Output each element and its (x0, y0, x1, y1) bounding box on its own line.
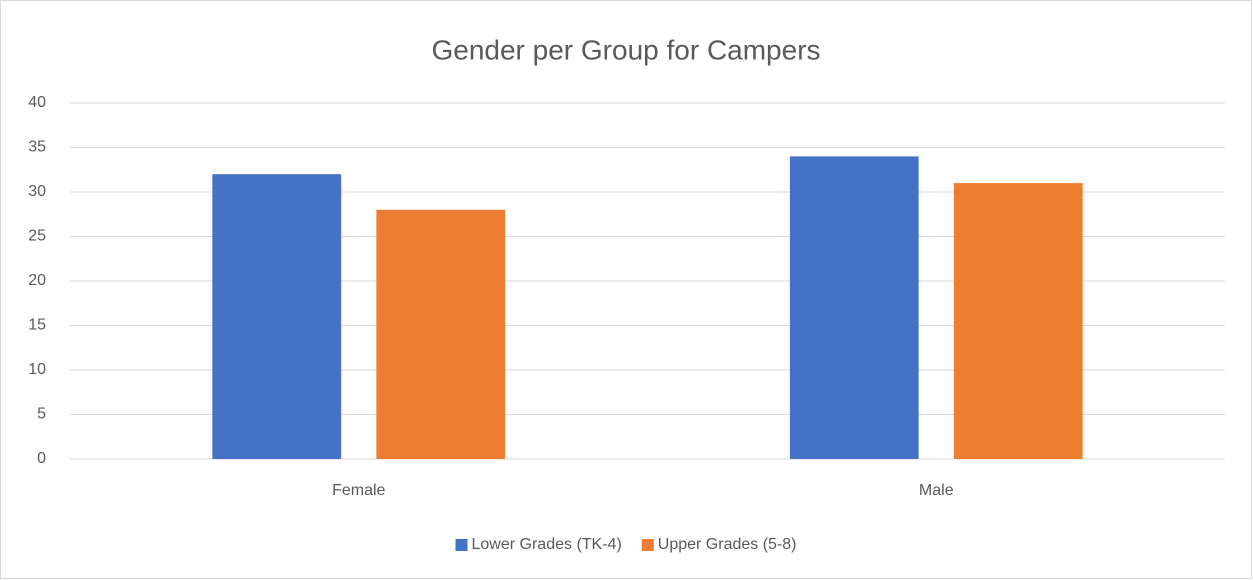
chart-title: Gender per Group for Campers (431, 34, 820, 65)
y-tick-label: 5 (37, 406, 46, 423)
y-tick-label: 10 (28, 361, 46, 378)
legend-label: Upper Grades (5-8) (658, 536, 797, 553)
legend-swatch (455, 539, 468, 551)
x-tick-label: Female (332, 482, 385, 499)
y-tick-label: 15 (28, 317, 46, 334)
y-tick-label: 35 (28, 139, 46, 156)
y-tick-label: 40 (28, 94, 46, 111)
bar (212, 174, 342, 459)
legend-swatch (641, 539, 654, 551)
x-tick-label: Male (919, 482, 954, 499)
legend-label: Lower Grades (TK-4) (472, 536, 622, 553)
y-tick-label: 30 (28, 183, 46, 200)
bar (953, 183, 1083, 459)
bar (789, 156, 919, 459)
y-tick-label: 25 (28, 228, 46, 245)
y-tick-label: 20 (28, 272, 46, 289)
bar (376, 209, 506, 459)
y-tick-label: 0 (37, 450, 46, 467)
